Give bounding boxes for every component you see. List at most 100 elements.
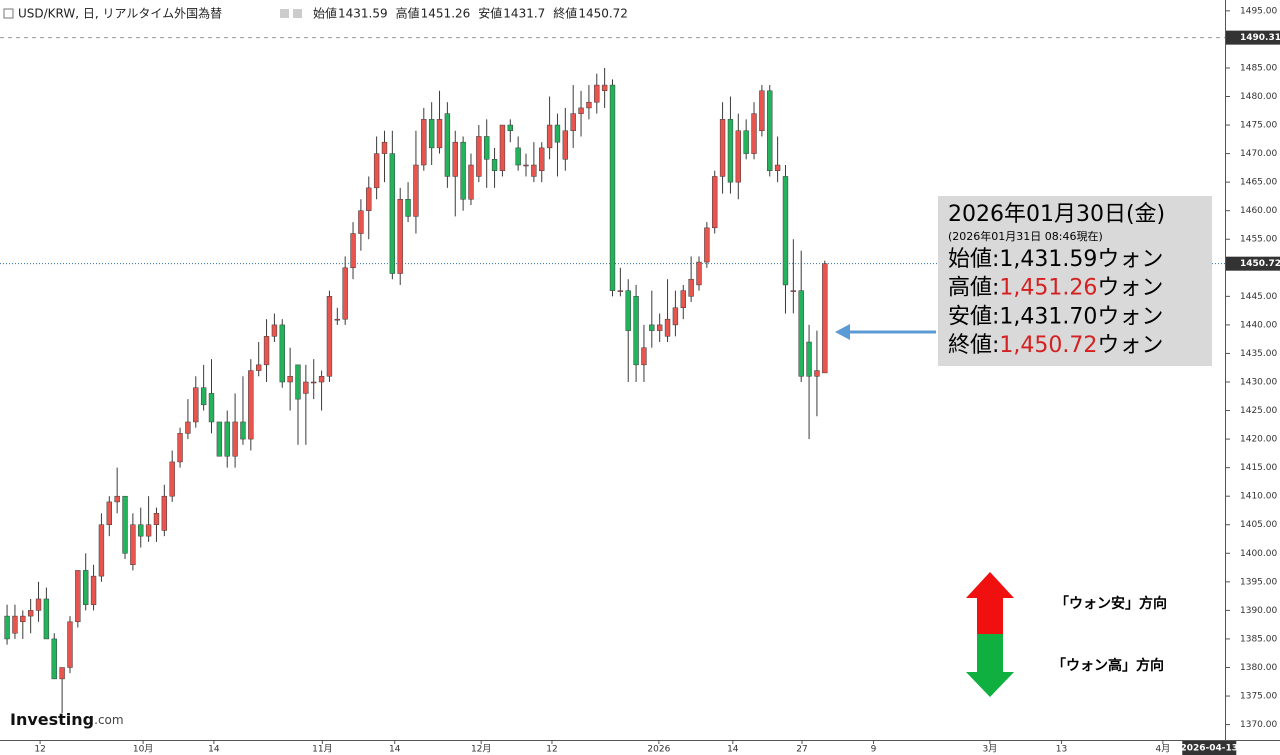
header: USD/KRW, 日, リアルタイム外国為替 始値 1431.59 高値 1451.2… (3, 6, 628, 21)
info-row-value: 1,431.70 (999, 304, 1097, 329)
candle-body (554, 124, 561, 143)
price-line-label-bg (1226, 256, 1280, 271)
candle-body (546, 124, 553, 149)
candle-body (774, 164, 781, 171)
candle-body (334, 318, 340, 321)
candle-body (4, 615, 10, 640)
candle-body (138, 524, 144, 537)
y-tick-label: 1445.00 (1240, 292, 1277, 302)
info-row-value: 1,431.59 (999, 247, 1097, 272)
candle-body (649, 324, 655, 331)
candle-body (578, 107, 584, 114)
info-row-value: 1,450.72 (999, 333, 1097, 358)
y-tick-label: 1475.00 (1240, 121, 1277, 131)
price-line-label: 1490.31 (1240, 33, 1280, 43)
candle-body (484, 136, 490, 160)
candle-body (303, 381, 309, 394)
y-tick-label: 1370.00 (1240, 720, 1277, 730)
candle-body (350, 233, 356, 269)
candle-body (444, 113, 451, 177)
x-tick-label: 9 (871, 745, 877, 755)
candle-body (664, 318, 671, 337)
up-direction-label: 「ウォン安」方向 (1055, 595, 1167, 612)
candle-body (271, 324, 278, 337)
candle-body (216, 421, 223, 457)
candle-body (248, 370, 254, 440)
info-row: 始値:1,431.59ウォン (948, 247, 1163, 272)
x-marker-label: 2026-04-13 (1180, 744, 1238, 754)
candle-body (90, 575, 97, 605)
candle-body (122, 495, 128, 554)
candle-body (153, 513, 160, 525)
candle-body (822, 263, 828, 374)
candle-body (696, 261, 702, 286)
x-tick-label: 27 (796, 745, 807, 755)
candle-body (672, 307, 679, 326)
y-tick-label: 1465.00 (1240, 178, 1277, 188)
candle-body (633, 296, 639, 366)
info-asof: (2026年01月31日 08:46現在) (948, 229, 1103, 243)
ohlc-label: 高値 (396, 6, 420, 21)
candle-body (232, 421, 238, 457)
icon (293, 9, 302, 18)
candle-body (20, 615, 26, 623)
down-arrow (966, 634, 1014, 697)
logo: Investing.com (10, 710, 124, 729)
candle-body (413, 164, 419, 217)
candle-body (27, 610, 34, 617)
y-tick-label: 1455.00 (1240, 235, 1277, 245)
y-tick-label: 1425.00 (1240, 406, 1277, 416)
candle-body (59, 667, 65, 680)
candle-body (318, 376, 325, 383)
candle-body (782, 176, 789, 286)
info-row-unit: ウォン (1097, 247, 1163, 272)
candle-body (177, 433, 183, 463)
candle-body (751, 113, 757, 154)
info-row-label: 高値: (948, 276, 999, 301)
info-box: 2026年01月30日(金) (2026年01月31日 08:46現在) 始値:… (938, 196, 1212, 366)
y-tick-label: 1415.00 (1240, 463, 1277, 473)
ohlc-label: 終値 (553, 6, 577, 21)
x-tick-label: 14 (208, 745, 220, 755)
ohlc-value: 1450.72 (578, 7, 628, 21)
candle-body (397, 199, 403, 274)
x-tick-label: 12 (34, 745, 45, 755)
ohlc-label: 安値 (478, 6, 502, 21)
candle-body (83, 570, 89, 605)
x-tick-label: 12 (546, 745, 557, 755)
y-tick-label: 1495.00 (1240, 6, 1277, 16)
candle-body (688, 278, 694, 297)
logo-suffix: .com (94, 713, 123, 727)
ohlc-value: 1431.59 (338, 7, 388, 21)
direction-arrows: 「ウォン安」方向 「ウォン高」方向 (966, 572, 1167, 697)
candle-body (279, 324, 285, 383)
info-row-value: 1,451.26 (999, 276, 1097, 301)
candle-body (67, 621, 73, 668)
info-row: 高値:1,451.26ウォン (948, 276, 1163, 301)
candle-body (193, 387, 199, 423)
candle-body (468, 164, 474, 200)
candle-body (114, 495, 120, 503)
symbol: USD/KRW, 日, リアルタイム外国為替 (18, 7, 222, 21)
candle-body (106, 501, 112, 525)
y-tick-label: 1480.00 (1240, 92, 1277, 102)
info-row-unit: ウォン (1097, 333, 1163, 358)
y-tick-label: 1380.00 (1240, 663, 1277, 673)
info-row-label: 安値: (948, 304, 999, 329)
candle-body (255, 364, 262, 371)
candle-body (601, 84, 608, 92)
candle-body (75, 570, 81, 623)
x-tick-label: 11月 (312, 744, 332, 755)
candle-body (476, 136, 482, 177)
down-direction-label: 「ウォン高」方向 (1052, 657, 1164, 674)
candle-body (625, 290, 631, 331)
candle-body (381, 141, 388, 154)
candle-body (712, 176, 718, 229)
candle-body (161, 495, 168, 531)
y-tick-label: 1405.00 (1240, 520, 1277, 530)
candle-body (98, 524, 105, 577)
y-tick-label: 1420.00 (1240, 435, 1277, 445)
price-line-label-bg (1226, 30, 1280, 45)
